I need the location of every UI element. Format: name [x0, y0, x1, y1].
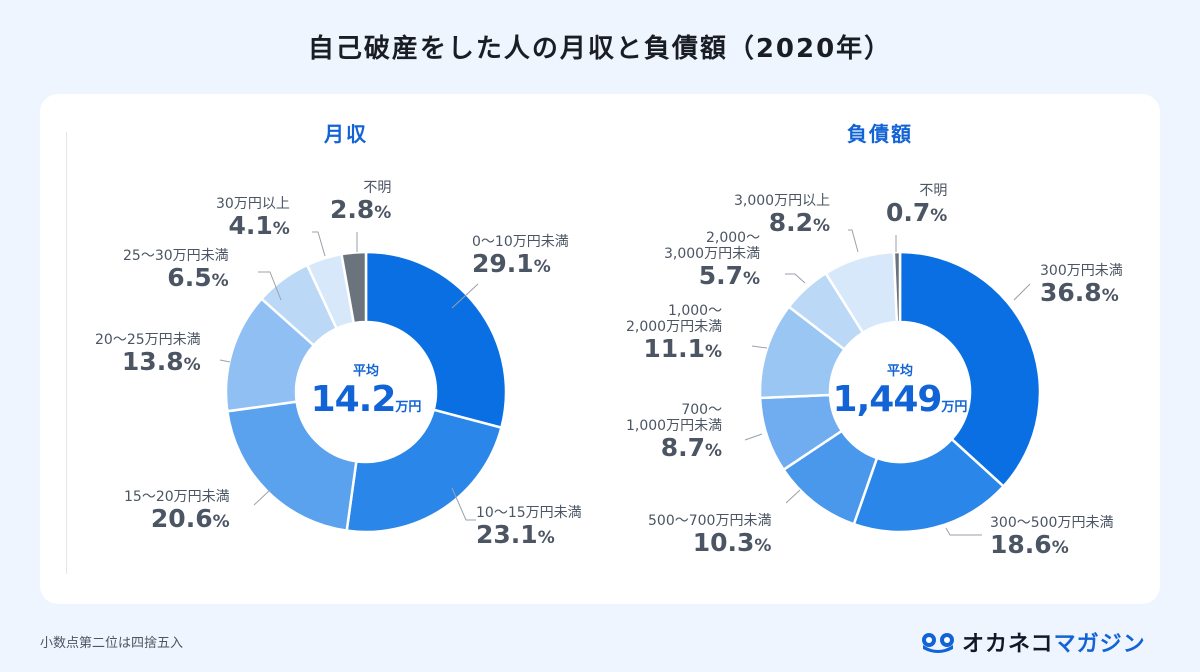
category-label: 15〜20万円未満 [124, 489, 230, 505]
chart2-leader-line-6 [785, 273, 806, 284]
value-label: 0.7% [886, 198, 948, 228]
category-label: 500〜700万円未満 [648, 513, 772, 529]
category-label: 不明 [363, 180, 392, 196]
category-label: 3,000万円未満 [664, 246, 761, 263]
category-label: 700〜 [681, 402, 723, 418]
income-average-unit: 万円 [395, 400, 422, 415]
percent-sign: % [1051, 538, 1069, 559]
income-average-value: 14.2 [310, 379, 397, 420]
chart1-center-hole [296, 322, 436, 462]
debt-chart-title: 負債額 [847, 122, 913, 146]
chart2-leader-line-7 [848, 229, 859, 253]
percent-sign: % [537, 528, 555, 549]
value-label: 36.8% [1040, 278, 1119, 308]
category-label: 10〜15万円未満 [476, 505, 582, 521]
divider [66, 132, 67, 574]
chart2-center-hole [830, 322, 970, 462]
category-label: 1,000〜 [668, 303, 723, 319]
chart1-leader-line-1 [451, 283, 479, 309]
category-label: 2,000万円未満 [626, 319, 723, 336]
chart2-label-1: 300万円未満 36.8% [1040, 263, 1123, 308]
percent-sign: % [743, 269, 761, 290]
chart1-leader-line-3 [253, 489, 271, 506]
chart2-leader-line-4 [744, 433, 763, 441]
chart1-leader-line-5 [258, 271, 282, 301]
value-label: 5.7% [698, 261, 761, 291]
value-label: 10.3% [692, 528, 772, 558]
percent-sign: % [754, 536, 772, 557]
income-chart-title: 月収 [324, 122, 368, 146]
chart2-label-3: 500〜700万円未満 10.3% [648, 513, 771, 558]
debt-average-caption: 平均 [886, 364, 913, 379]
category-label: 30万円以上 [216, 196, 290, 212]
value-label: 8.2% [768, 208, 831, 238]
cat-face-icon [922, 633, 954, 653]
category-label: 25〜30万円未満 [123, 248, 229, 264]
chart1-label-5: 25〜30万円未満 6.5% [123, 248, 229, 293]
percent-sign: % [272, 219, 290, 240]
chart1-label-2: 10〜15万円未満 23.1% [476, 505, 582, 550]
debt-average: 平均 1,449万円 [820, 360, 980, 420]
percent-sign: % [705, 441, 723, 462]
chart2-label-6: 2,000〜 3,000万円未満 5.7% [664, 230, 760, 291]
page-title: 自己破産をした人の月収と負債額（2020年） [307, 34, 893, 64]
value-label: 29.1% [472, 249, 551, 279]
value-label: 4.1% [228, 211, 290, 241]
value-label: 6.5% [167, 263, 229, 293]
percent-sign: % [813, 216, 831, 237]
percent-sign: % [705, 342, 723, 363]
percent-sign: % [211, 271, 229, 292]
chart2-leader-line-3 [785, 489, 801, 504]
category-label: 2,000〜 [706, 230, 761, 246]
chart2-label-8: 不明 0.7% [886, 183, 947, 228]
percent-sign: % [930, 206, 948, 227]
logo-text-magazine: マガジン [1053, 632, 1146, 657]
chart2-label-4: 700〜 1,000万円未満 8.7% [626, 402, 722, 463]
chart2-leader-line-2 [945, 527, 982, 536]
chart2-label-7: 3,000万円以上 8.2% [734, 193, 830, 238]
percent-sign: % [533, 257, 551, 278]
percent-sign: % [1101, 286, 1119, 307]
income-average-caption: 平均 [352, 364, 379, 379]
debt-average-value: 1,449 [832, 379, 943, 420]
value-label: 20.6% [150, 504, 230, 534]
category-label: 0〜10万円未満 [472, 234, 569, 250]
chart1-label-4: 20〜25万円未満 13.8% [95, 332, 201, 377]
value-label: 2.8% [330, 195, 392, 225]
debt-average-unit: 万円 [941, 400, 968, 415]
chart2-label-2: 300〜500万円未満 18.6% [990, 515, 1113, 560]
category-label: 3,000万円以上 [734, 193, 831, 209]
category-label: 不明 [919, 183, 948, 199]
category-label: 300万円未満 [1040, 263, 1123, 279]
category-label: 1,000万円未満 [626, 418, 723, 435]
chart1-label-3: 15〜20万円未満 20.6% [124, 489, 230, 534]
value-label: 23.1% [476, 520, 555, 550]
value-label: 13.8% [121, 347, 201, 377]
chart2-label-5: 1,000〜 2,000万円未満 11.1% [626, 303, 722, 364]
chart1-leader-line-6 [312, 231, 326, 257]
value-label: 8.7% [660, 433, 723, 463]
category-label: 20〜25万円未満 [95, 332, 201, 348]
category-label: 300〜500万円未満 [990, 515, 1114, 531]
percent-sign: % [183, 355, 201, 376]
chart1-leader-line-4 [219, 359, 231, 363]
chart1-label-6: 30万円以上 4.1% [216, 196, 290, 241]
chart1-label-7: 不明 2.8% [330, 180, 391, 225]
chart2-leader-line-5 [751, 345, 768, 349]
logo-text-okaneko: オカネコ [962, 632, 1054, 657]
income-average: 平均 14.2万円 [286, 360, 446, 420]
value-label: 18.6% [990, 530, 1069, 560]
brand-logo: オカネコ マガジン [920, 626, 1146, 658]
footnote: 小数点第二位は四捨五入 [40, 636, 184, 651]
percent-sign: % [374, 203, 392, 224]
percent-sign: % [212, 512, 230, 533]
chart2-leader-line-1 [1013, 283, 1031, 301]
value-label: 11.1% [643, 334, 723, 364]
chart1-leader-line-2 [451, 487, 476, 521]
chart1-label-1: 0〜10万円未満 29.1% [472, 234, 569, 279]
